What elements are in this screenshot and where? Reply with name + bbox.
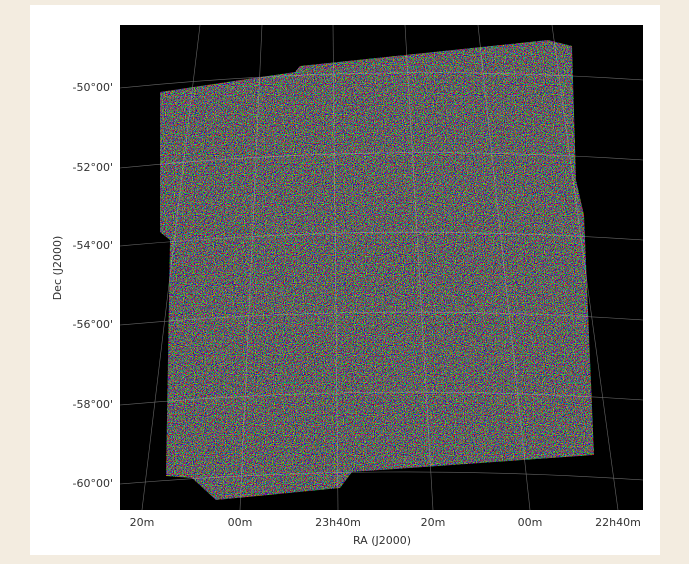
y-tick-label: -58°00' — [73, 398, 114, 411]
x-tick-label: 23h40m — [315, 516, 361, 529]
x-tick-label: 22h40m — [595, 516, 641, 529]
y-tick-label: -54°00' — [73, 239, 114, 252]
noise — [150, 35, 600, 505]
y-tick-label: -60°00' — [73, 477, 114, 490]
x-tick-label: 00m — [518, 516, 543, 529]
y-axis-label: Dec (J2000) — [51, 236, 64, 301]
x-axis-label: RA (J2000) — [353, 534, 411, 547]
x-tick-label: 00m — [228, 516, 253, 529]
screenshot: -50°00' -52°00' -54°00' -56°00' -58°00' -60°0… — [0, 0, 689, 560]
y-tick-label: -52°00' — [73, 161, 114, 174]
sky-image — [150, 35, 600, 505]
y-tick-label: -56°00' — [73, 318, 114, 331]
x-tick-label: 20m — [421, 516, 446, 529]
x-tick-label: 20m — [130, 516, 155, 529]
y-tick-label: -50°00' — [73, 81, 114, 94]
